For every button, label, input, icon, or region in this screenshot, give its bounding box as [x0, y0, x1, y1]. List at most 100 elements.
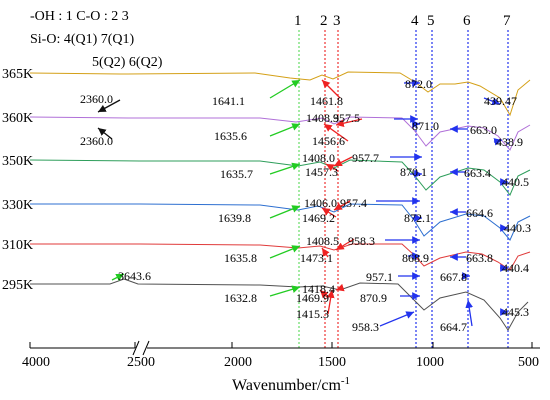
series-label-295K: 295K — [2, 278, 33, 293]
annotation-arrows — [97, 79, 508, 327]
annotation-label: 3643.6 — [118, 269, 151, 283]
legend-line-1: -OH : 1 C-O : 2 3 — [30, 9, 129, 24]
annotation-arrow — [335, 283, 345, 292]
legend: -OH : 1 C-O : 2 3 Si-O: 4(Q1) 7(Q1) 5(Q2… — [30, 9, 163, 70]
series-line-350K — [29, 159, 531, 196]
x-tick-label-1500: 1500 — [318, 355, 346, 370]
annotation-label: 958.3 — [348, 234, 375, 248]
x-tick-label-2500: 2500 — [127, 355, 155, 370]
series-lines — [29, 71, 531, 331]
annotation-arrow — [326, 289, 335, 315]
annotation-arrow — [269, 285, 301, 297]
annotation-label: 2360.0 — [80, 134, 113, 148]
annotation-arrow — [493, 138, 503, 146]
series-label-310K: 310K — [2, 238, 33, 253]
annotation-arrow — [321, 247, 330, 258]
annotation-arrow — [333, 200, 351, 211]
band-number-4: 4 — [411, 13, 419, 29]
annotation-label: 445.3 — [502, 305, 529, 319]
annotation-arrow — [333, 156, 353, 167]
x-tick-marks: 4000 2500 2000 1500 1000 500 — [22, 342, 539, 370]
annotation-label: 1639.8 — [218, 211, 251, 225]
annotation-arrow — [335, 118, 363, 128]
band-number-6: 6 — [463, 13, 471, 29]
annotation-label: 1418.4 — [302, 282, 335, 296]
annotation-label: 1469.9 — [296, 291, 329, 305]
annotation-arrow — [319, 289, 329, 299]
annotation-arrow — [269, 205, 301, 219]
annotation-label: 663.0 — [470, 123, 497, 137]
series-label-330K: 330K — [2, 198, 33, 213]
annotation-arrow — [269, 123, 301, 137]
annotation-arrow — [379, 311, 415, 327]
annotation-arrow — [269, 245, 301, 259]
annotation-label: 664.7 — [440, 320, 467, 334]
x-axis-title: Wavenumber/cm-1 — [232, 375, 350, 394]
annotation-label: 957.4 — [340, 196, 367, 210]
annotation-label: 1461.8 — [310, 94, 343, 108]
annotation-label: 1635.7 — [220, 167, 253, 181]
annotation-arrow — [321, 79, 341, 99]
x-tick-label-4000: 4000 — [22, 355, 50, 370]
annotation-label: 1469.2 — [302, 211, 335, 225]
annotation-label: 1415.3 — [296, 307, 329, 321]
band-number-3: 3 — [333, 13, 341, 29]
annotation-arrow — [325, 163, 339, 172]
annotation-arrow — [111, 273, 125, 281]
annotation-label: 1635.8 — [224, 251, 257, 265]
annotation-label: 440.4 — [502, 261, 529, 275]
annotation-label: 663.8 — [466, 251, 493, 265]
annotation-label: 439.47 — [484, 94, 517, 108]
annotation-label: 868.9 — [402, 251, 429, 265]
series-temperature-labels: 365K 360K 350K 330K 310K 295K — [2, 67, 33, 293]
axis-break-mark — [132, 340, 150, 356]
annotation-label: 2360.0 — [80, 92, 113, 106]
annotation-arrow — [269, 162, 301, 175]
annotation-label: 870.9 — [360, 291, 387, 305]
band-number-7: 7 — [503, 13, 511, 29]
annotation-label: 1473.1 — [300, 251, 333, 265]
annotation-label: 667.8 — [440, 270, 467, 284]
legend-line-2: Si-O: 4(Q1) 7(Q1) — [30, 32, 135, 47]
annotation-label: 1635.6 — [214, 129, 247, 143]
annotation-label: 440.5 — [502, 175, 529, 189]
annotation-label: 957.7 — [352, 151, 379, 165]
legend-line-3: 5(Q2) 6(Q2) — [92, 55, 163, 70]
series-label-360K: 360K — [2, 111, 33, 126]
annotation-label: 1408.3 — [306, 111, 339, 125]
annotation-arrow — [269, 79, 301, 99]
band-number-5: 5 — [427, 13, 435, 29]
annotation-arrow — [483, 97, 501, 105]
annotation-arrow — [323, 123, 349, 142]
x-axis-title-main: Wavenumber/cm — [232, 377, 341, 394]
annotation-label: 958.3 — [352, 320, 379, 334]
annotation-label: 663.4 — [464, 166, 491, 180]
annotation-arrow — [97, 127, 113, 140]
annotation-label: 1406.0 — [304, 196, 337, 210]
annotation-label: 1408.0 — [302, 151, 335, 165]
annotation-arrow — [321, 207, 337, 218]
annotation-arrow — [465, 299, 474, 327]
annotation-arrow — [335, 238, 355, 251]
annotation-label: 957.1 — [366, 270, 393, 284]
annotation-label: 664.6 — [466, 206, 493, 220]
annotation-label: 872.1 — [404, 211, 431, 225]
annotation-label: 1456.6 — [312, 134, 345, 148]
annotation-label: 440.3 — [504, 221, 531, 235]
annotation-label: 1641.1 — [212, 94, 245, 108]
series-line-330K — [30, 203, 531, 241]
annotation-label: 1457.3 — [305, 165, 338, 179]
x-tick-label-1000: 1000 — [416, 355, 444, 370]
annotation-labels: 2360.0 1641.1 1461.8 872.0 439.47 1408.3957.5… — [80, 77, 531, 334]
annotation-label: 438.9 — [496, 135, 523, 149]
series-label-350K: 350K — [2, 154, 33, 169]
band-number-2: 2 — [320, 13, 328, 29]
annotation-label: 957.5 — [333, 111, 360, 125]
annotation-label: 872.0 — [405, 77, 432, 91]
x-axis: 4000 2500 2000 1500 1000 500 Wavenumber/cm-1 — [22, 340, 540, 394]
annotation-label: 870.1 — [400, 165, 427, 179]
annotation-label: 1632.8 — [224, 291, 257, 305]
annotation-label: 1408.5 — [306, 234, 339, 248]
